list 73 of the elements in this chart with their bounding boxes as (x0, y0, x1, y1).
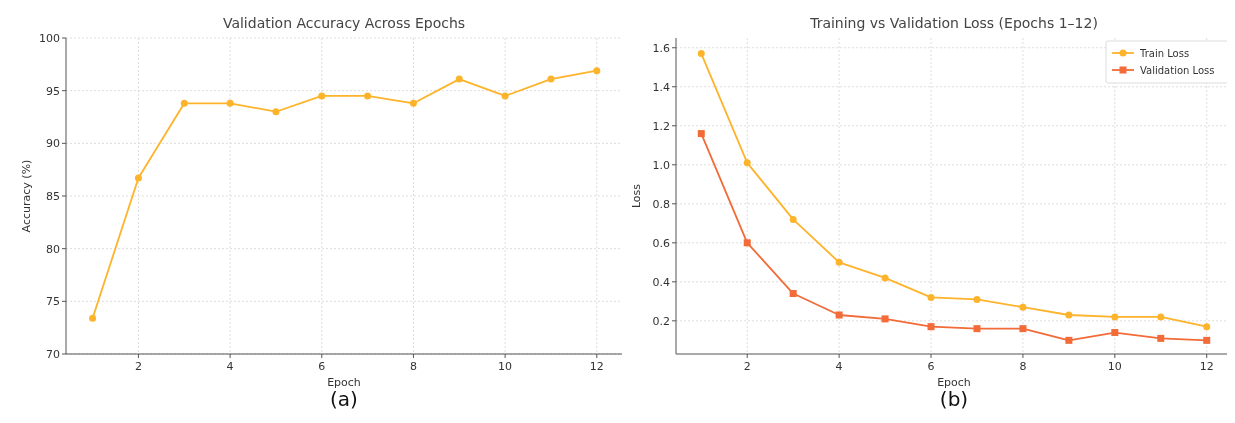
x-axis-title: Epoch (327, 376, 361, 389)
point (1111, 313, 1119, 321)
y-tick-label: 0.8 (652, 197, 670, 211)
point (927, 293, 935, 301)
point (697, 130, 705, 138)
y-axis-title: Accuracy (%) (20, 159, 33, 233)
y-tick-label: 95 (46, 84, 60, 98)
point (134, 174, 142, 182)
x-tick-label: 8 (1019, 360, 1027, 373)
point (1157, 334, 1165, 342)
legend-label: Validation Loss (1140, 65, 1215, 76)
point (1019, 325, 1027, 333)
point (272, 108, 280, 116)
y-tick-label: 85 (46, 190, 60, 203)
y-tick-label: 1.4 (652, 80, 670, 94)
y-tick-label: 80 (46, 242, 60, 256)
x-tick-label: 12 (1199, 360, 1214, 373)
text: (b) (939, 387, 969, 411)
point (743, 239, 751, 247)
chart-title: Training vs Validation Loss (Epochs 1–12) (809, 15, 1098, 31)
point (501, 92, 509, 100)
x-tick-label: 8 (409, 360, 417, 373)
point (226, 99, 234, 107)
point (835, 311, 843, 319)
chart-title: Validation Accuracy Across Epochs (222, 15, 466, 31)
x-tick-label: 4 (226, 360, 234, 373)
point (1065, 311, 1073, 319)
x-tick-label: 2 (134, 360, 142, 373)
point (835, 258, 843, 266)
y-tick-label: 0.6 (652, 236, 670, 250)
point (789, 215, 797, 223)
x-tick-label: 2 (743, 360, 751, 373)
x-tick-label: 10 (498, 360, 513, 373)
point (1019, 303, 1027, 311)
point (409, 99, 417, 107)
x-tick-label: 6 (318, 360, 326, 373)
y-tick-label: 0.2 (652, 314, 670, 328)
point (743, 159, 751, 167)
point (973, 325, 981, 333)
y-axis-title: Loss (630, 183, 643, 209)
point (593, 67, 601, 75)
y-tick-label: 1.2 (652, 119, 670, 133)
y-tick-label: 1.0 (652, 158, 670, 172)
y-tick-label: 1.6 (652, 41, 670, 55)
y-tick-label: 90 (46, 137, 60, 151)
point (1111, 329, 1119, 337)
point (455, 75, 463, 83)
point (180, 99, 188, 107)
point (881, 315, 889, 323)
point (547, 75, 555, 83)
point (697, 50, 705, 58)
point (89, 314, 97, 322)
point (881, 274, 889, 282)
point (1157, 313, 1165, 321)
point (789, 290, 797, 298)
point (1203, 336, 1211, 344)
x-tick-label: 4 (835, 360, 843, 373)
text: (a) (330, 387, 358, 411)
x-axis-title: Epoch (937, 376, 971, 389)
x-tick-label: 10 (1107, 360, 1122, 373)
x-tick-label: 12 (589, 360, 604, 373)
point (364, 92, 372, 100)
point (927, 323, 935, 331)
point (318, 92, 326, 100)
point (1065, 336, 1073, 344)
y-tick-label: 100 (39, 32, 60, 45)
point (1203, 323, 1211, 331)
legend-label: Train Loss (1139, 48, 1190, 59)
y-tick-label: 70 (46, 348, 60, 361)
point (973, 295, 981, 303)
y-tick-label: 0.4 (652, 275, 670, 289)
y-tick-label: 75 (46, 295, 60, 309)
x-tick-label: 6 (927, 360, 935, 373)
